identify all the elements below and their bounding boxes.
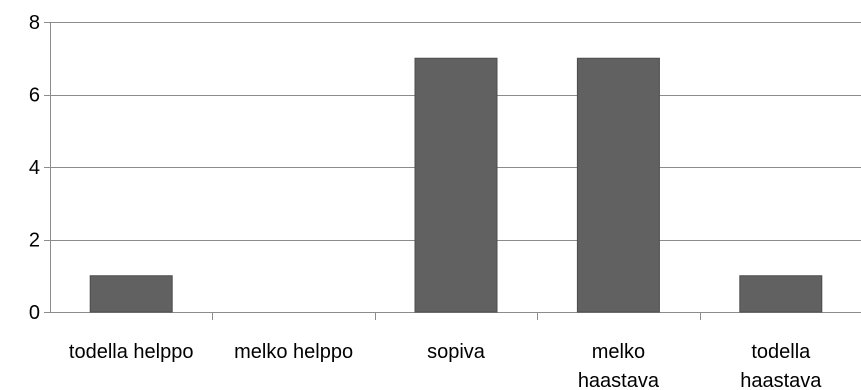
y-tick-label: 0 xyxy=(29,302,40,324)
y-tick-label: 2 xyxy=(29,230,40,252)
bars xyxy=(89,57,823,313)
x-category-label: melko helppo xyxy=(234,341,353,363)
x-category-label: sopiva xyxy=(427,341,486,363)
x-category-label: todella haastava xyxy=(740,341,822,390)
bar-0 xyxy=(89,275,173,313)
y-tick-label: 4 xyxy=(29,157,40,179)
x-category-label: melko haastava xyxy=(578,341,660,390)
y-tick-labels: 0 2 4 6 8 xyxy=(29,12,40,324)
y-tick-label: 8 xyxy=(29,12,40,34)
bar-4 xyxy=(739,275,823,313)
x-category-label: todella helppo xyxy=(69,341,194,363)
bar-3 xyxy=(576,57,660,313)
y-tick-label: 6 xyxy=(29,85,40,107)
x-category-labels: todella helppo melko helppo sopiva melko haa… xyxy=(69,341,822,390)
bar-2 xyxy=(414,57,498,313)
